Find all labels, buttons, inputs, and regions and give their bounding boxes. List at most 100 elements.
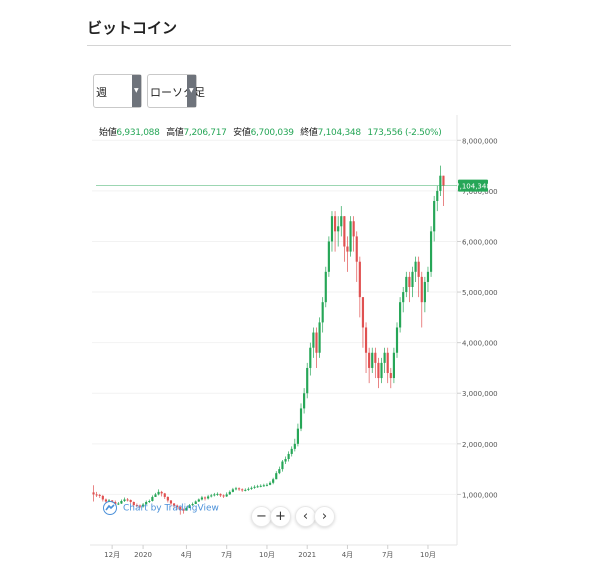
candle-body: [160, 491, 163, 494]
candle-body: [346, 246, 349, 252]
candle: [423, 276, 426, 313]
candle: [433, 195, 436, 242]
candle: [312, 327, 315, 358]
candle-body: [241, 489, 244, 491]
candle-body: [374, 352, 377, 363]
candle-body: [123, 499, 126, 501]
candle: [259, 484, 262, 488]
candle-body: [256, 486, 259, 488]
candle: [154, 492, 157, 497]
x-tick-label: 10月: [259, 551, 275, 559]
candle: [303, 388, 306, 414]
candle-body: [306, 367, 309, 394]
x-tick-label: 10月: [420, 551, 436, 559]
candle: [95, 491, 98, 497]
candle-body: [244, 489, 247, 491]
candle-body: [324, 271, 327, 303]
candle: [129, 499, 132, 504]
candle-body: [380, 362, 383, 379]
candle-body: [358, 261, 361, 298]
x-tick-label: 4月: [181, 551, 192, 559]
candle: [306, 362, 309, 399]
candle-body: [191, 504, 194, 506]
page-title: ビットコイン: [87, 19, 178, 37]
scroll-right-button[interactable]: ›: [314, 506, 335, 527]
candle-body: [265, 484, 269, 486]
zoom-in-button[interactable]: +: [270, 506, 291, 527]
candle: [395, 322, 399, 358]
candle-body: [95, 494, 98, 496]
candle-body: [203, 497, 207, 499]
candle: [299, 403, 303, 432]
candle: [278, 466, 281, 475]
candle: [417, 256, 420, 298]
candle-body: [92, 492, 95, 495]
last-price-badge: [458, 179, 488, 192]
candle: [402, 287, 405, 313]
candle-body: [414, 261, 417, 272]
candle-body: [402, 292, 405, 303]
candle: [234, 486, 238, 491]
low-label: 安値: [233, 128, 251, 138]
candle-body: [364, 327, 368, 353]
candle-body: [111, 500, 114, 502]
y-tick-label: 5,000,000: [462, 289, 498, 297]
candle-body: [377, 362, 380, 379]
candle-body: [275, 473, 278, 480]
candle: [253, 485, 256, 489]
candle-body: [312, 332, 315, 348]
y-tick-label: 6,000,000: [462, 238, 498, 246]
candle-body: [262, 485, 265, 487]
candle: [340, 206, 343, 237]
candle-body: [371, 352, 374, 368]
candle: [368, 347, 371, 384]
candle-body: [281, 461, 284, 470]
candle-body: [383, 352, 386, 363]
chart-style-select[interactable]: ローソク足 ▼: [147, 74, 205, 108]
scroll-left-button[interactable]: ‹: [295, 506, 316, 527]
candle: [191, 502, 194, 507]
y-tick-label: 3,000,000: [462, 390, 498, 398]
low-value: 6,700,039: [250, 128, 294, 138]
caret-down-icon: ▼: [187, 75, 196, 107]
candle: [383, 347, 386, 373]
candle: [185, 506, 188, 511]
candle: [228, 490, 231, 495]
candle: [104, 498, 108, 504]
zoom-out-button[interactable]: −: [251, 506, 272, 527]
high-label: 高値: [166, 128, 184, 138]
candle: [194, 500, 197, 505]
candle-body: [237, 488, 241, 490]
candle: [439, 165, 442, 196]
candle-body: [439, 175, 442, 191]
candle-body: [309, 347, 312, 368]
title-divider: [87, 45, 511, 46]
candle-body: [169, 500, 173, 504]
interval-select-value: 週: [96, 86, 107, 99]
candle-body: [145, 502, 148, 505]
candle: [343, 216, 346, 262]
candle: [256, 484, 259, 488]
candle: [327, 236, 330, 277]
candle-body: [132, 502, 135, 506]
candle: [337, 216, 340, 247]
candle-body: [290, 448, 293, 454]
y-tick-label: 1,000,000: [462, 491, 498, 499]
interval-select[interactable]: 週 ▼: [93, 74, 142, 108]
tradingview-attribution[interactable]: Chart by TradingView: [103, 501, 219, 515]
candle: [272, 477, 275, 485]
open-label: 始値: [99, 128, 117, 138]
candle-body: [216, 493, 219, 495]
candle-body: [104, 499, 108, 502]
candle: [98, 493, 101, 498]
candle: [411, 266, 414, 298]
y-tick-label: 4,000,000: [462, 340, 498, 348]
candle-body: [420, 276, 423, 303]
candle-body: [231, 489, 234, 492]
candle: [392, 347, 395, 384]
candle-body: [188, 505, 191, 509]
x-tick-label: 2020: [134, 551, 152, 559]
tradingview-cloud-icon: [103, 501, 117, 515]
candle-body: [114, 502, 117, 505]
